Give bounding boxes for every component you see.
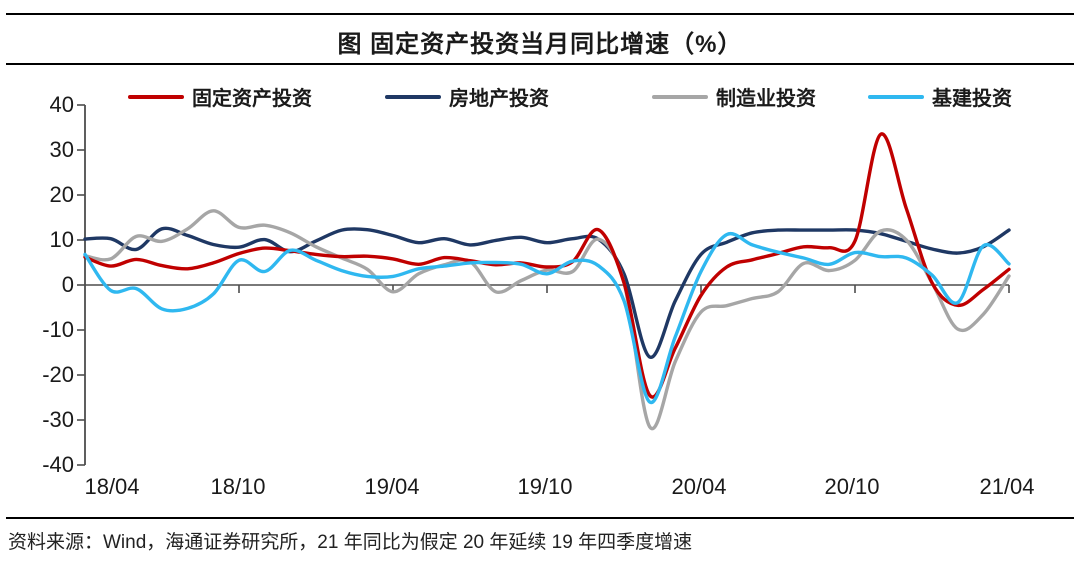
legend-item-fixed-asset-investment: 固定资产投资: [128, 82, 312, 111]
y-tick-label: 40: [49, 92, 74, 117]
x-tick-label: 21/04: [979, 474, 1035, 499]
y-tick-label: -40: [42, 452, 74, 477]
top-rule: [6, 13, 1074, 15]
legend-item-real-estate-investment: 房地产投资: [385, 82, 549, 111]
x-tick-label: 19/04: [364, 474, 420, 499]
x-tick-label: 20/04: [671, 474, 727, 499]
legend-swatch-navy: [385, 94, 441, 99]
series-line-3: [83, 231, 1011, 404]
legend-label: 房地产投资: [449, 88, 549, 110]
y-tick-label: 20: [49, 182, 74, 207]
y-tick-label: -20: [42, 362, 74, 387]
legend-item-infrastructure-investment: 基建投资: [868, 82, 1012, 111]
legend-label: 固定资产投资: [192, 88, 312, 110]
footer-rule: [6, 517, 1074, 519]
y-tick-label: 10: [49, 227, 74, 252]
x-tick-label: 18/04: [84, 474, 140, 499]
y-tick-label: -30: [42, 407, 74, 432]
series-line-0: [83, 132, 1011, 399]
x-tick-label: 18/10: [210, 474, 266, 499]
legend: 固定资产投资 房地产投资 制造业投资 基建投资: [0, 82, 1080, 110]
legend-swatch-cyan: [868, 94, 924, 99]
y-tick-label: -10: [42, 317, 74, 342]
x-tick-label: 19/10: [517, 474, 573, 499]
legend-label: 基建投资: [932, 88, 1012, 110]
series-line-1: [83, 226, 1011, 359]
legend-label: 制造业投资: [716, 88, 816, 110]
legend-swatch-gray: [652, 94, 708, 99]
title-underline-rule: [6, 63, 1074, 65]
y-tick-label: 0: [61, 272, 74, 297]
source-note: 资料来源：Wind，海通证券研究所，21 年同比为假定 20 年延续 19 年四…: [8, 532, 693, 553]
x-tick-label: 20/10: [824, 474, 880, 499]
chart-title: 图 固定资产投资当月同比增速（%）: [337, 31, 743, 58]
y-tick-label: 30: [49, 137, 74, 162]
legend-swatch-red: [128, 94, 184, 99]
legend-item-manufacturing-investment: 制造业投资: [652, 82, 816, 111]
